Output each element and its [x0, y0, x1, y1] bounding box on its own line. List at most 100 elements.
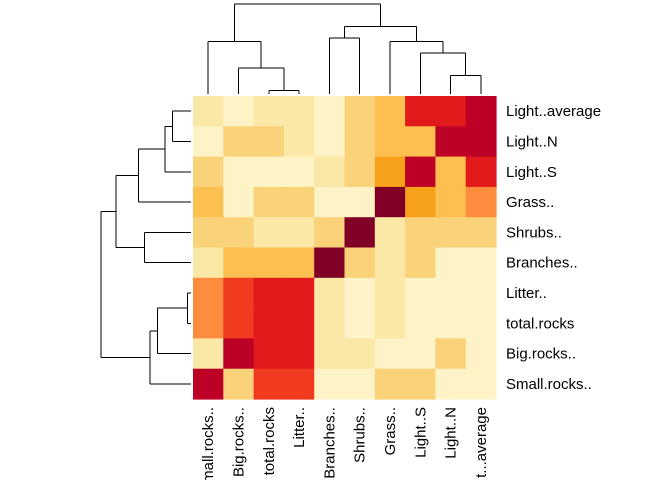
heatmap-cell	[223, 277, 255, 309]
heatmap-cell	[374, 308, 406, 339]
heatmap-cell	[193, 277, 224, 309]
heatmap-cell	[314, 217, 346, 249]
heatmap-cell	[405, 156, 436, 188]
column-label: Light..S	[412, 407, 429, 458]
heatmap-cell	[405, 368, 436, 400]
column-label: mall.rocks..	[200, 407, 217, 480]
heatmap-cell	[193, 247, 224, 279]
heatmap-cell	[374, 96, 406, 127]
column-label: t...average	[473, 407, 490, 478]
heatmap-cell	[405, 308, 436, 339]
heatmap-cell	[344, 368, 376, 400]
heatmap-cell	[283, 126, 315, 158]
heatmap-cell	[435, 217, 467, 249]
heatmap-cell	[223, 186, 255, 218]
heatmap-cell	[465, 247, 497, 279]
heatmap-cell	[314, 338, 346, 370]
heatmap-cell	[374, 186, 406, 218]
heatmap-cell	[314, 247, 346, 279]
column-label: Litter..	[291, 407, 308, 448]
heatmap-cell	[374, 338, 406, 370]
column-dendrogram	[207, 3, 482, 94]
heatmap-cell	[283, 247, 315, 279]
heatmap-cell	[253, 247, 285, 279]
heatmap-cell	[465, 277, 497, 309]
heatmap-cell	[193, 96, 224, 127]
heatmap-cell	[435, 156, 467, 188]
row-label: Grass..	[506, 194, 554, 211]
column-labels: mall.rocks.. Big.rocks.. total.rocks Litter…	[200, 407, 490, 480]
heatmap-cells	[193, 96, 497, 400]
heatmap-cell	[314, 186, 346, 218]
heatmap-cell	[314, 126, 346, 158]
row-label: Big.rocks..	[506, 346, 576, 363]
row-label: Litter..	[506, 285, 547, 302]
heatmap-cell	[314, 368, 346, 400]
heatmap-cell	[283, 217, 315, 249]
heatmap-cell	[253, 338, 285, 370]
heatmap-cell	[283, 308, 315, 339]
heatmap-cell	[344, 156, 376, 188]
heatmap-cell	[465, 368, 497, 400]
heatmap-cell	[344, 277, 376, 309]
heatmap-cell	[193, 368, 224, 400]
heatmap-cell	[465, 217, 497, 249]
row-label: Branches..	[506, 255, 578, 272]
heatmap-cell	[435, 368, 467, 400]
heatmap-cell	[405, 338, 436, 370]
column-label: Shrubs..	[352, 407, 369, 463]
heatmap-cell	[344, 186, 376, 218]
heatmap-cell	[344, 126, 376, 158]
heatmap-cell	[374, 277, 406, 309]
heatmap-cell	[253, 277, 285, 309]
heatmap-cell	[223, 126, 255, 158]
heatmap-cell	[283, 368, 315, 400]
heatmap-cell	[465, 126, 497, 158]
heatmap-cell	[223, 308, 255, 339]
heatmap-cell	[405, 277, 436, 309]
heatmap-cell	[283, 277, 315, 309]
heatmap-cell	[465, 156, 497, 188]
heatmap-cell	[435, 186, 467, 218]
column-label: Grass..	[382, 407, 399, 455]
heatmap-cell	[193, 126, 224, 158]
heatmap-cell	[435, 277, 467, 309]
heatmap-cell	[344, 247, 376, 279]
heatmap-cell	[465, 186, 497, 218]
heatmap-cell	[283, 156, 315, 188]
heatmap-cell	[435, 338, 467, 370]
heatmap-cell	[193, 308, 224, 339]
heatmap-cell	[435, 247, 467, 279]
heatmap-cell	[405, 217, 436, 249]
column-label: Light..N	[443, 407, 460, 459]
heatmap-cell	[223, 338, 255, 370]
row-label: Shrubs..	[506, 224, 562, 241]
heatmap-cell	[283, 338, 315, 370]
heatmap-cell	[253, 96, 285, 127]
column-label: Big.rocks..	[230, 407, 247, 477]
heatmap-cell	[465, 308, 497, 339]
heatmap-cell	[223, 156, 255, 188]
heatmap-cell	[405, 126, 436, 158]
heatmap-cell	[405, 247, 436, 279]
heatmap-cell	[405, 186, 436, 218]
heatmap-cell	[435, 96, 467, 127]
heatmap-cell	[253, 217, 285, 249]
heatmap-cell	[374, 368, 406, 400]
heatmap-cell	[193, 338, 224, 370]
heatmap-cell	[253, 368, 285, 400]
heatmap-cell	[283, 96, 315, 127]
heatmap-cell	[344, 96, 376, 127]
column-label: total.rocks	[261, 407, 278, 475]
heatmap-cell	[314, 277, 346, 309]
heatmap-cell	[223, 96, 255, 127]
row-label: Light..N	[506, 133, 558, 150]
heatmap-cell	[223, 247, 255, 279]
heatmap-cell	[374, 126, 406, 158]
heatmap-cell	[465, 96, 497, 127]
heatmap-cell	[374, 217, 406, 249]
heatmap-cell	[314, 308, 346, 339]
heatmap-cell	[283, 186, 315, 218]
heatmap-cell	[405, 96, 436, 127]
